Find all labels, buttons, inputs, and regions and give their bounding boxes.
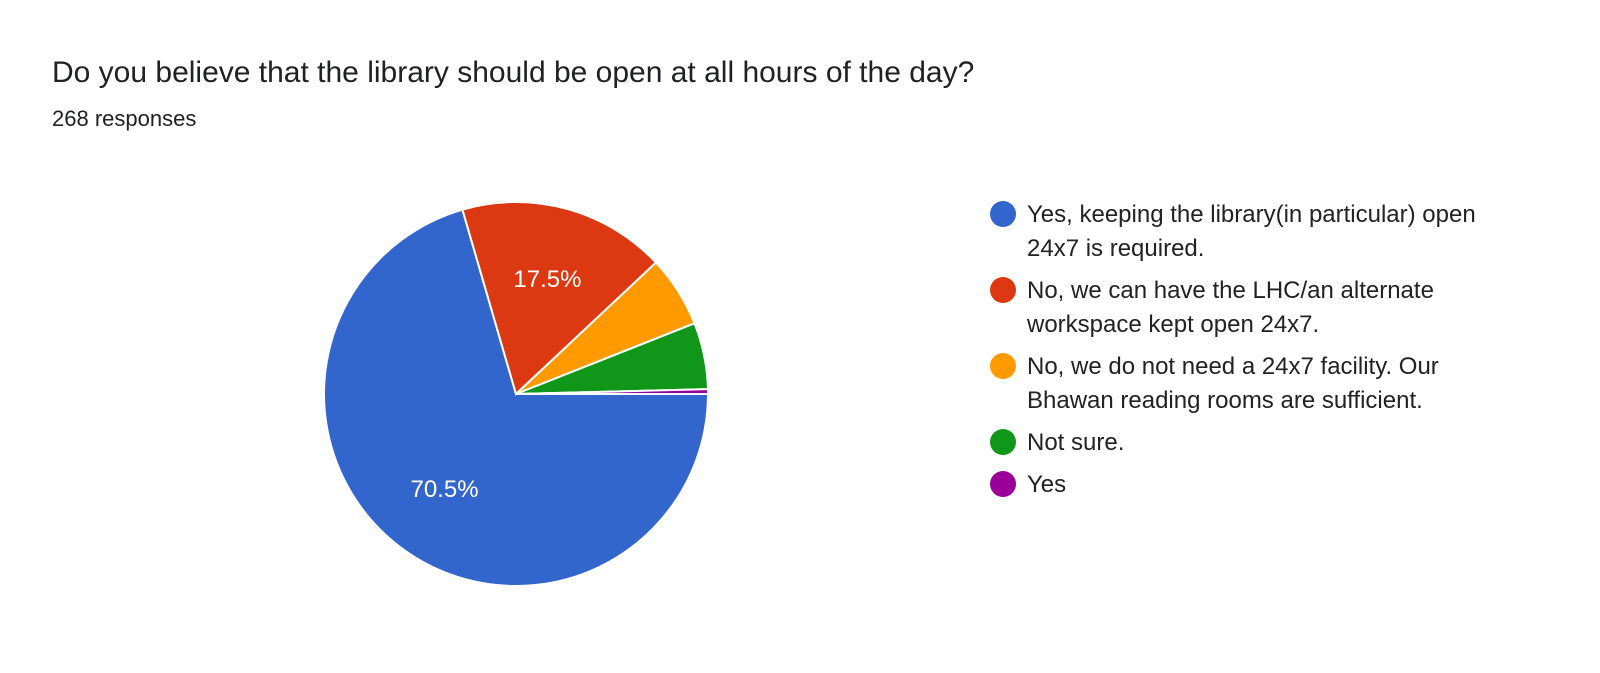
legend-label: No, we can have the LHC/an alternate wor… xyxy=(1027,277,1434,338)
legend-item-0[interactable]: Yes, keeping the library(in particular) … xyxy=(990,198,1510,266)
legend-swatch-icon xyxy=(990,353,1016,379)
legend-swatch-icon xyxy=(990,429,1016,455)
legend: Yes, keeping the library(in particular) … xyxy=(990,198,1510,510)
legend-label: Yes xyxy=(1027,471,1067,498)
chart-title: Do you believe that the library should b… xyxy=(52,56,975,89)
legend-swatch-icon xyxy=(990,277,1016,303)
pie-slice-1[interactable] xyxy=(461,201,658,396)
response-count: 268 responses xyxy=(52,106,197,131)
legend-label: Not sure. xyxy=(1027,429,1125,456)
pie-slice-0[interactable] xyxy=(323,208,710,587)
legend-item-3[interactable]: Not sure. xyxy=(990,426,1510,460)
legend-item-4[interactable]: Yes xyxy=(990,468,1510,502)
legend-item-2[interactable]: No, we do not need a 24x7 facility. Our … xyxy=(990,350,1510,418)
legend-label: No, we do not need a 24x7 facility. Our … xyxy=(1027,353,1439,414)
pie-slice-4[interactable] xyxy=(515,388,710,395)
slice-data-label-0: 70.5% xyxy=(410,476,478,503)
legend-item-1[interactable]: No, we can have the LHC/an alternate wor… xyxy=(990,274,1510,342)
legend-swatch-icon xyxy=(990,201,1016,227)
legend-swatch-icon xyxy=(990,471,1016,497)
slice-data-label-1: 17.5% xyxy=(513,266,581,293)
legend-label: Yes, keeping the library(in particular) … xyxy=(1027,201,1476,262)
